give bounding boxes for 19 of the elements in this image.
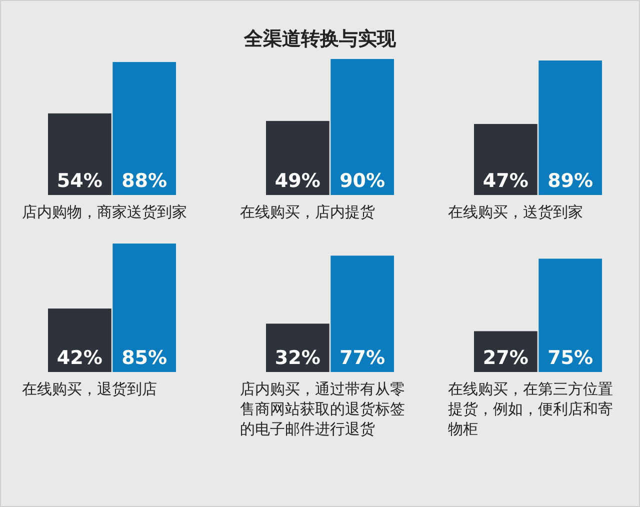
data-label: 90% xyxy=(340,170,386,192)
data-label: 27% xyxy=(482,347,528,369)
x-axis-title: 在线购买，店内提货 xyxy=(240,203,375,221)
x-axis-title: 店内购买，通过带有从零售商网站获取的退货标签的电子邮件进行退货 xyxy=(240,380,405,438)
chart-title: 全渠道转换与实现 xyxy=(243,28,397,50)
data-label: 85% xyxy=(122,347,168,369)
data-label: 49% xyxy=(274,170,320,192)
data-label: 42% xyxy=(56,347,102,369)
x-axis-title: 在线购买，在第三方位置提货，例如，便利店和寄物柜 xyxy=(448,380,613,438)
data-label: 77% xyxy=(340,347,386,369)
data-label: 32% xyxy=(274,347,320,369)
data-label: 54% xyxy=(56,170,102,192)
data-label: 75% xyxy=(548,347,594,369)
x-axis-title: 在线购买，退货到店 xyxy=(22,380,157,398)
x-axis-title: 在线购买，送货到家 xyxy=(448,203,583,221)
data-label: 89% xyxy=(548,170,594,192)
data-label: 88% xyxy=(122,170,168,192)
data-label: 47% xyxy=(482,170,528,192)
x-axis-title: 店内购物，商家送货到家 xyxy=(22,203,187,221)
